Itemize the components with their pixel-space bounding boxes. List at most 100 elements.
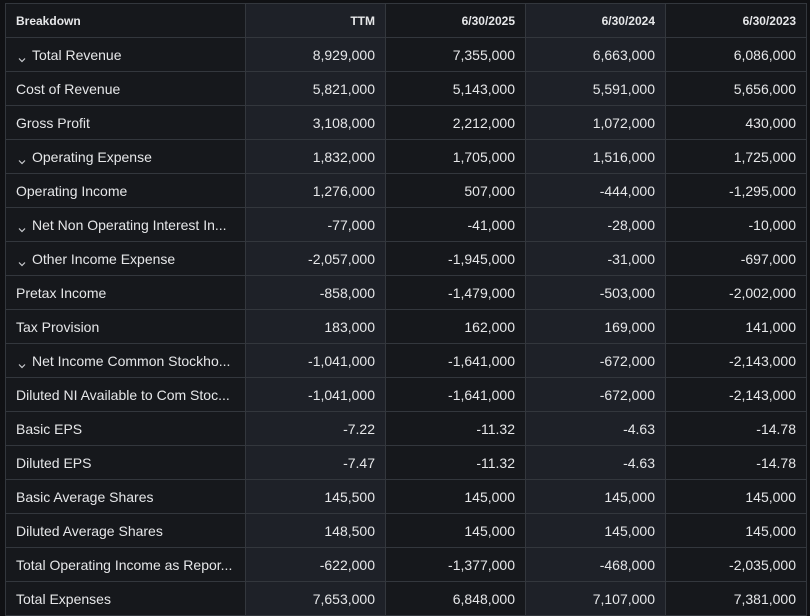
- row-label-cell[interactable]: Other Income Expense: [6, 242, 246, 275]
- row-label: Total Revenue: [32, 46, 122, 63]
- table-row: Total Revenue 8,929,000 7,355,000 6,663,000…: [6, 38, 806, 72]
- value-cell: 183,000: [246, 310, 386, 343]
- value-cell: -1,479,000: [386, 276, 526, 309]
- table-row: Operating Income 1,276,000 507,000 -444,000…: [6, 174, 806, 208]
- value-cell: -77,000: [246, 208, 386, 241]
- row-label-cell: Diluted NI Available to Com Stoc...: [6, 378, 246, 411]
- row-label: Gross Profit: [16, 114, 90, 131]
- row-label: Diluted NI Available to Com Stoc...: [16, 386, 230, 403]
- row-label-cell[interactable]: Total Revenue: [6, 38, 246, 71]
- value-cell: 148,500: [246, 514, 386, 547]
- value-cell: -1,641,000: [386, 344, 526, 377]
- value-cell: 5,656,000: [666, 72, 806, 105]
- row-label: Net Income Common Stockho...: [32, 352, 231, 369]
- value-cell: -14.78: [666, 412, 806, 445]
- table-row: Operating Expense 1,832,000 1,705,000 1,516…: [6, 140, 806, 174]
- value-cell: -11.32: [386, 412, 526, 445]
- table-header: Breakdown TTM 6/30/2025 6/30/2024 6/30/2…: [6, 4, 806, 38]
- value-cell: 145,000: [526, 480, 666, 513]
- value-cell: 145,000: [666, 514, 806, 547]
- value-cell: -697,000: [666, 242, 806, 275]
- row-label-cell: Pretax Income: [6, 276, 246, 309]
- value-cell: 145,000: [386, 480, 526, 513]
- value-cell: -444,000: [526, 174, 666, 207]
- value-cell: -503,000: [526, 276, 666, 309]
- row-label-cell: Total Operating Income as Repor...: [6, 548, 246, 581]
- table-row: Total Operating Income as Repor... -622,0…: [6, 548, 806, 582]
- row-label-cell[interactable]: Operating Expense: [6, 140, 246, 173]
- row-label-cell: Basic EPS: [6, 412, 246, 445]
- row-label-cell: Basic Average Shares: [6, 480, 246, 513]
- value-cell: -28,000: [526, 208, 666, 241]
- value-cell: 7,381,000: [666, 582, 806, 615]
- value-cell: -1,041,000: [246, 344, 386, 377]
- row-label: Tax Provision: [16, 318, 100, 335]
- value-cell: -31,000: [526, 242, 666, 275]
- table-row: Pretax Income -858,000 -1,479,000 -503,000-…: [6, 276, 806, 310]
- value-cell: -7.22: [246, 412, 386, 445]
- value-cell: -14.78: [666, 446, 806, 479]
- header-2023[interactable]: 6/30/2023: [666, 4, 806, 37]
- row-label-cell: Diluted Average Shares: [6, 514, 246, 547]
- value-cell: 141,000: [666, 310, 806, 343]
- value-cell: 7,653,000: [246, 582, 386, 615]
- chevron-down-icon[interactable]: [18, 51, 26, 62]
- value-cell: -672,000: [526, 378, 666, 411]
- value-cell: 1,072,000: [526, 106, 666, 139]
- value-cell: -2,035,000: [666, 548, 806, 581]
- row-label: Pretax Income: [16, 284, 107, 301]
- row-label: Total Expenses: [16, 590, 111, 607]
- row-label-cell[interactable]: Net Non Operating Interest In...: [6, 208, 246, 241]
- value-cell: 6,848,000: [386, 582, 526, 615]
- value-cell: -11.32: [386, 446, 526, 479]
- header-ttm[interactable]: TTM: [246, 4, 386, 37]
- row-label-cell: Cost of Revenue: [6, 72, 246, 105]
- value-cell: 145,500: [246, 480, 386, 513]
- value-cell: -1,641,000: [386, 378, 526, 411]
- value-cell: 169,000: [526, 310, 666, 343]
- row-label: Basic Average Shares: [16, 488, 154, 505]
- value-cell: 145,000: [386, 514, 526, 547]
- row-label-cell[interactable]: Net Income Common Stockho...: [6, 344, 246, 377]
- row-label: Basic EPS: [16, 420, 83, 437]
- row-label: Operating Expense: [32, 148, 152, 165]
- value-cell: 145,000: [666, 480, 806, 513]
- value-cell: -2,057,000: [246, 242, 386, 275]
- chevron-down-icon[interactable]: [18, 153, 26, 164]
- table-row: Diluted EPS -7.47 -11.32 -4.63 -14.78: [6, 446, 806, 480]
- table-row: Tax Provision 183,000 162,000 169,000 141,00…: [6, 310, 806, 344]
- row-label: Net Non Operating Interest In...: [32, 216, 227, 233]
- table-body: Total Revenue 8,929,000 7,355,000 6,663,000…: [6, 38, 806, 616]
- chevron-down-icon[interactable]: [18, 255, 26, 266]
- chevron-down-icon[interactable]: [18, 357, 26, 368]
- row-label-cell: Tax Provision: [6, 310, 246, 343]
- value-cell: 8,929,000: [246, 38, 386, 71]
- row-label: Diluted EPS: [16, 454, 92, 471]
- value-cell: -622,000: [246, 548, 386, 581]
- value-cell: -4.63: [526, 446, 666, 479]
- chevron-down-icon[interactable]: [18, 221, 26, 232]
- value-cell: -1,945,000: [386, 242, 526, 275]
- value-cell: 1,832,000: [246, 140, 386, 173]
- value-cell: -7.47: [246, 446, 386, 479]
- value-cell: 1,705,000: [386, 140, 526, 173]
- table-row: Total Expenses 7,653,000 6,848,000 7,107,00…: [6, 582, 806, 616]
- header-2024[interactable]: 6/30/2024: [526, 4, 666, 37]
- value-cell: 1,516,000: [526, 140, 666, 173]
- value-cell: 507,000: [386, 174, 526, 207]
- value-cell: 6,086,000: [666, 38, 806, 71]
- value-cell: -1,041,000: [246, 378, 386, 411]
- row-label-cell: Total Expenses: [6, 582, 246, 615]
- header-2025[interactable]: 6/30/2025: [386, 4, 526, 37]
- table-row: Diluted Average Shares 148,500 145,000 145,…: [6, 514, 806, 548]
- value-cell: 1,276,000: [246, 174, 386, 207]
- table-row: Cost of Revenue 5,821,000 5,143,000 5,591,0…: [6, 72, 806, 106]
- row-label: Diluted Average Shares: [16, 522, 163, 539]
- value-cell: -1,295,000: [666, 174, 806, 207]
- row-label-cell: Gross Profit: [6, 106, 246, 139]
- value-cell: -2,143,000: [666, 378, 806, 411]
- row-label: Total Operating Income as Repor...: [16, 556, 233, 573]
- row-label: Operating Income: [16, 182, 128, 199]
- row-label: Cost of Revenue: [16, 80, 121, 97]
- table-row: Basic Average Shares 145,500 145,000 145,00…: [6, 480, 806, 514]
